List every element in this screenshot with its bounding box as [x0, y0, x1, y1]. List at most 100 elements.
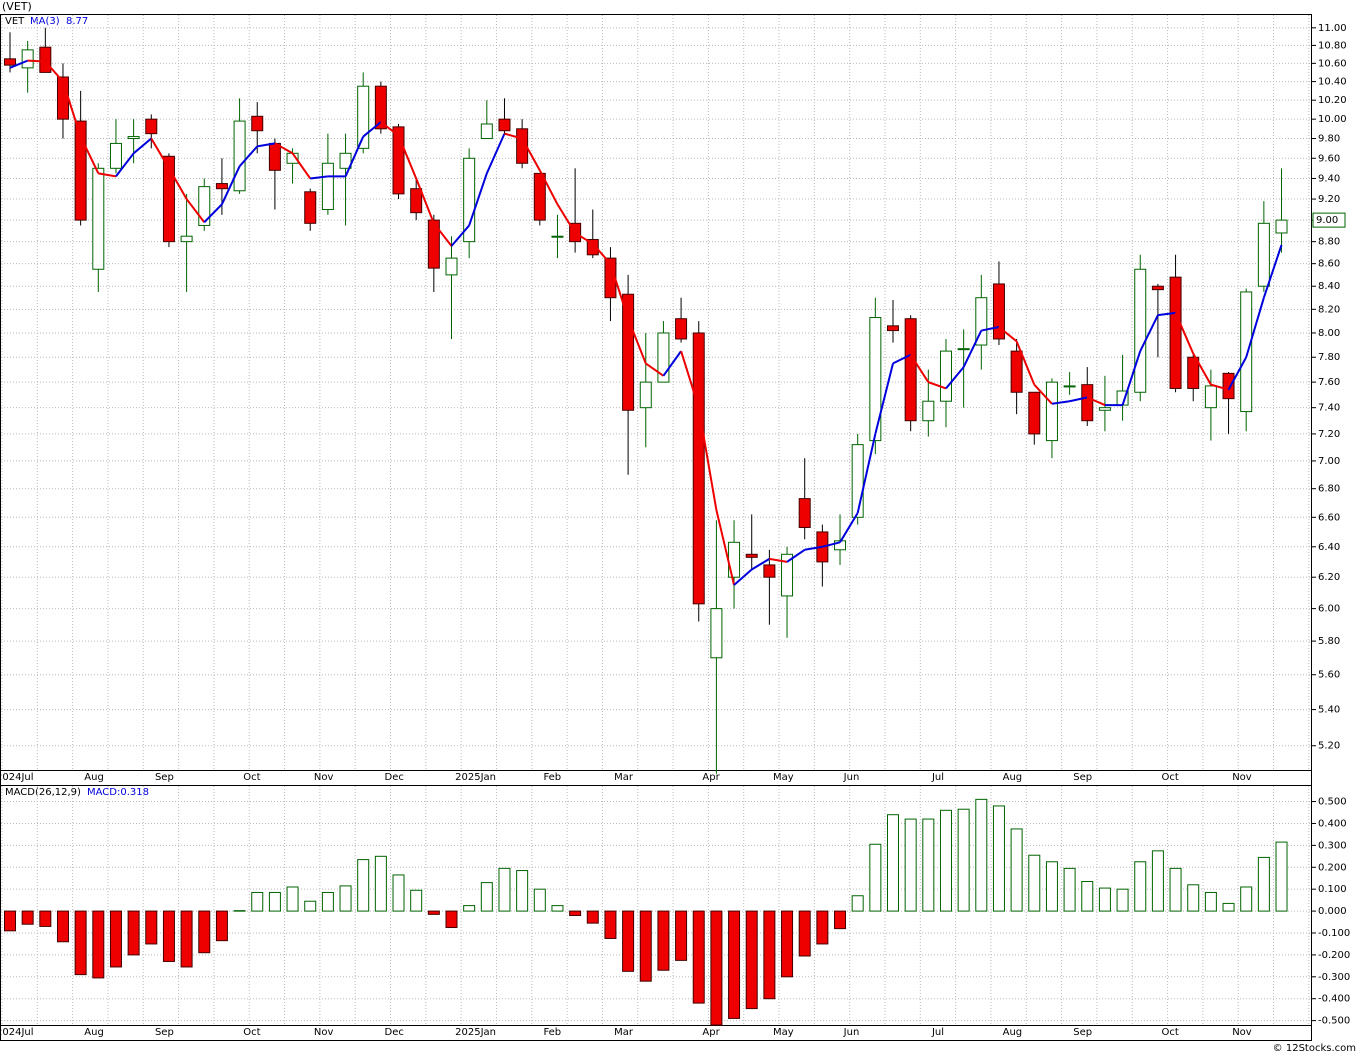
ma-segment — [927, 381, 947, 390]
ma-segment — [733, 568, 753, 586]
bar — [286, 886, 299, 912]
y-tick-label: -0.100 — [1318, 928, 1350, 939]
bar — [1010, 828, 1023, 912]
ma-segment — [485, 133, 506, 174]
bar — [887, 814, 899, 912]
y-tick-label: 0.500 — [1318, 797, 1347, 808]
x-tick-label: May — [773, 772, 794, 783]
ma-segment — [62, 81, 82, 137]
candle-body — [145, 118, 158, 135]
x-tick-label: Mar — [614, 772, 634, 783]
candle-body — [127, 136, 140, 140]
ma-segment — [715, 509, 736, 586]
candle-body — [392, 126, 405, 195]
x-tick-label: 2025Jan — [455, 1027, 496, 1038]
candle-body — [798, 498, 811, 529]
x-tick-label: Jul — [931, 1027, 944, 1038]
candle-body — [516, 128, 529, 164]
ma-segment — [945, 366, 965, 390]
macd-current: MACD:0.318 — [87, 787, 149, 798]
x-tick-label: Aug — [1003, 1027, 1023, 1038]
bar — [233, 910, 246, 912]
x-tick-label: Oct — [1162, 1027, 1179, 1038]
candle-body — [622, 293, 635, 411]
bar — [551, 905, 564, 912]
y-tick-label: 9.40 — [1318, 173, 1340, 184]
y-tick-label: 0.400 — [1318, 818, 1347, 829]
x-tick-label: Feb — [543, 1027, 561, 1038]
candle-body — [1275, 219, 1288, 234]
bar — [939, 809, 952, 912]
y-tick-label: 7.40 — [1318, 403, 1340, 414]
ma-segment — [645, 362, 664, 377]
macd-frame — [0, 785, 1312, 1041]
y-tick-label: 8.40 — [1318, 281, 1340, 292]
candle-body — [198, 186, 211, 226]
y-tick-label: 10.20 — [1318, 95, 1347, 106]
ma-segment — [221, 165, 241, 205]
ma-segment — [1210, 383, 1229, 391]
bar — [1028, 854, 1041, 912]
ma-segment — [1227, 356, 1248, 391]
y-tick-label: 5.80 — [1318, 636, 1340, 647]
bar — [569, 910, 582, 916]
bar — [427, 910, 440, 915]
y-tick-label: 8.80 — [1318, 237, 1340, 248]
footer: © 12Stocks.com — [1273, 1043, 1356, 1054]
candle-body — [445, 257, 458, 276]
bar — [1081, 881, 1094, 912]
bar — [1045, 861, 1058, 912]
bar — [745, 910, 758, 1010]
candle-body — [904, 318, 917, 422]
ma-segment — [397, 135, 418, 179]
ma-segment — [1245, 297, 1265, 358]
bar — [1204, 891, 1217, 912]
candle-body — [1204, 385, 1217, 409]
x-tick-label: Oct — [243, 772, 260, 783]
candle-body — [1134, 268, 1147, 393]
y-tick-label: 10.60 — [1318, 58, 1347, 69]
bar — [1063, 867, 1076, 912]
candle-body — [851, 444, 864, 518]
ma-segment — [450, 224, 470, 247]
candle-body — [957, 348, 970, 351]
x-tick-label: Jun — [843, 772, 860, 783]
bar — [851, 895, 864, 912]
candle-body — [1045, 381, 1058, 442]
candle-body — [1063, 385, 1076, 388]
bar — [480, 882, 493, 912]
bar — [357, 859, 370, 912]
x-tick-label: Oct — [243, 1027, 260, 1038]
bar — [904, 818, 917, 912]
ma-segment — [874, 363, 894, 435]
bar — [1098, 887, 1111, 912]
bar — [516, 870, 529, 912]
candle-body — [692, 332, 705, 605]
candle-body — [410, 188, 423, 214]
bar — [445, 910, 458, 929]
bar — [162, 910, 175, 962]
ma-segment — [344, 136, 365, 177]
bar — [781, 910, 794, 978]
bar — [834, 910, 847, 930]
bar — [1116, 888, 1129, 912]
candle-body — [639, 381, 652, 409]
candle-body — [4, 58, 16, 66]
bar — [992, 805, 1005, 912]
ma-segment — [168, 167, 188, 200]
x-tick-label: Nov — [314, 1027, 334, 1038]
candle-body — [675, 318, 688, 340]
bar — [1275, 841, 1288, 912]
ma-segment — [627, 318, 647, 364]
ma-segment — [98, 172, 117, 178]
candle-body — [710, 608, 723, 659]
ma-segment — [415, 178, 435, 224]
x-tick-label: 2024Jul — [0, 1027, 34, 1038]
ma-segment — [556, 203, 576, 234]
ma-segment — [257, 142, 276, 148]
y-tick-label: 0.100 — [1318, 884, 1347, 895]
candle-body — [1257, 222, 1270, 287]
y-tick-label: 7.20 — [1318, 429, 1340, 440]
candle-body — [109, 142, 122, 169]
candle-body — [586, 238, 599, 256]
